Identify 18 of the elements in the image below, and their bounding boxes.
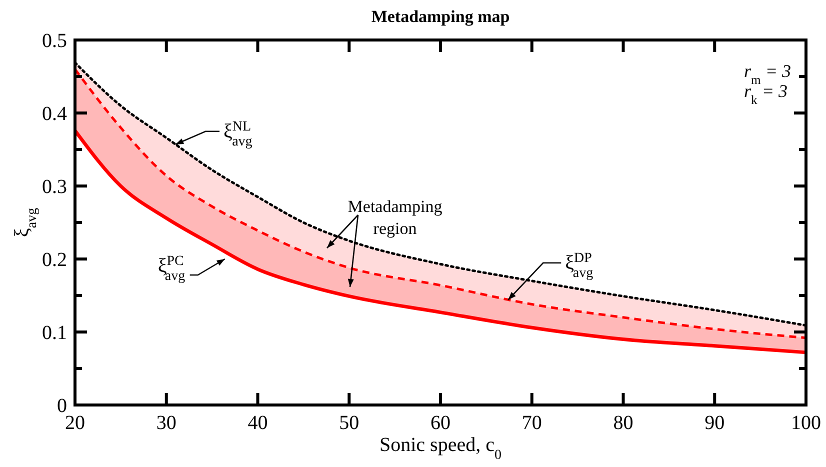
x-axis-title: Sonic speed, c$_{0}$ [380,434,502,462]
y-tick-label: 0.1 [42,322,67,344]
x-tick-label: 70 [522,412,542,434]
y-tick-label: 0.2 [42,249,67,271]
x-tick-label: 80 [613,412,634,434]
x-tick-label: 90 [704,412,725,434]
x-tick-label: 20 [65,412,85,434]
y-tick-label: 0 [57,395,67,417]
x-tick-label: 60 [430,412,450,434]
x-tick-label: 100 [791,412,821,434]
y-tick-label: 0.3 [42,176,67,198]
y-tick-label: 0.4 [42,103,67,125]
annotation: Metadamping region [348,197,443,238]
chart-title: Metadamping map [371,7,510,26]
y-tick-label: 0.5 [42,30,67,52]
x-tick-label: 50 [339,412,360,434]
x-tick-label: 30 [156,412,176,434]
x-tick-label: 40 [248,412,268,434]
